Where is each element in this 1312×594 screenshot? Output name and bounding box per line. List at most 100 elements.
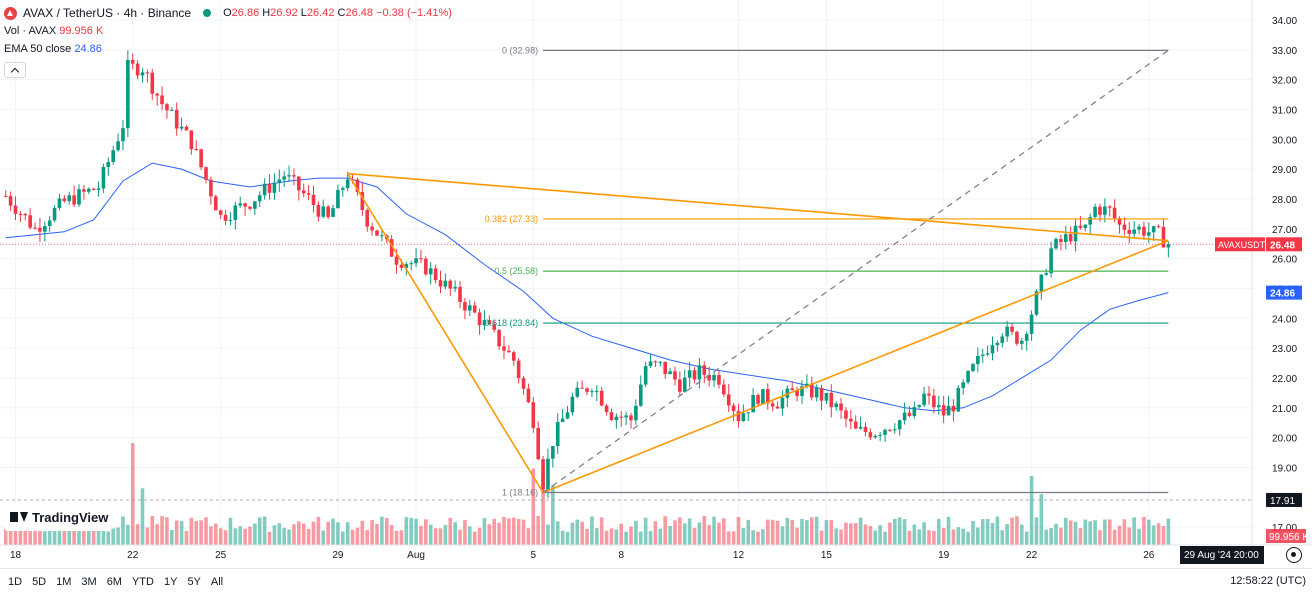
- volume-bar: [858, 517, 863, 545]
- candle: [1063, 225, 1068, 250]
- volume-bar: [135, 524, 140, 545]
- candle-body: [209, 179, 213, 197]
- range-1y[interactable]: 1Y: [163, 575, 178, 588]
- candle-body: [834, 403, 838, 408]
- axis-settings-icon[interactable]: [1286, 547, 1302, 563]
- volume-bar: [463, 519, 467, 545]
- volume-bar: [106, 531, 111, 545]
- volume-bar: [717, 522, 721, 545]
- volume-bar: [824, 520, 829, 545]
- volume-bar: [472, 531, 477, 545]
- volume-bar: [614, 529, 619, 545]
- ema-legend[interactable]: EMA 50 close 24.86: [4, 43, 102, 55]
- volume-bar: [531, 468, 536, 545]
- volume-bar: [165, 517, 169, 545]
- volume-bar: [809, 517, 814, 545]
- candle-body: [985, 353, 990, 355]
- candle: [116, 133, 120, 152]
- candle: [1005, 320, 1009, 342]
- candle-body: [238, 203, 243, 206]
- chart-legend: AVAX / TetherUS · 4h · Binance O26.86 H2…: [4, 4, 452, 58]
- volume-bar: [980, 519, 985, 545]
- collapse-legend-button[interactable]: [4, 62, 26, 78]
- candle-body: [961, 382, 965, 388]
- candle-body: [428, 268, 433, 275]
- range-5d[interactable]: 5D: [32, 575, 47, 588]
- candle-body: [995, 342, 1000, 346]
- volume-bar: [697, 522, 702, 545]
- volume-bar: [1000, 530, 1005, 545]
- candle-body: [1088, 217, 1092, 225]
- candle: [936, 395, 941, 415]
- volume-bar: [438, 528, 443, 545]
- volume-bar: [868, 526, 873, 545]
- candle: [453, 280, 457, 293]
- range-1d[interactable]: 1D: [8, 575, 23, 588]
- volume-bar: [340, 531, 345, 545]
- candle: [321, 199, 326, 219]
- price-chart[interactable]: 0 (32.98) 0.382 (27.33) 0.5 (25.58) 0.618 (…: [0, 0, 1312, 568]
- candle-body: [443, 280, 448, 287]
- candle-body: [1083, 224, 1088, 228]
- candle: [424, 256, 428, 276]
- candle-body: [912, 407, 917, 416]
- candle: [43, 221, 47, 242]
- volume-bar: [907, 530, 912, 545]
- volume-bar: [922, 522, 926, 545]
- candle-body: [736, 411, 741, 421]
- symbol-title[interactable]: AVAX / TetherUS · 4h · Binance: [23, 6, 192, 20]
- fibonacci-drawing: 0 (32.98) 0.382 (27.33) 0.5 (25.58) 0.618 (…: [0, 45, 1252, 501]
- volume-bar: [1161, 526, 1166, 545]
- candle-body: [472, 305, 477, 313]
- volume-bar: [365, 530, 370, 545]
- symbol-price-tag: [1215, 237, 1265, 252]
- range-6m[interactable]: 6M: [106, 575, 122, 588]
- range-1m[interactable]: 1M: [56, 575, 72, 588]
- candle-body: [902, 412, 907, 421]
- candle-body: [1010, 326, 1014, 332]
- candle-body: [829, 392, 834, 408]
- candle-body: [106, 162, 111, 168]
- candle-body: [634, 405, 638, 421]
- time-tick-label: 22: [127, 550, 139, 561]
- volume-bar: [477, 527, 482, 545]
- volume-bar: [990, 522, 995, 545]
- price-tick-label: 27.00: [1272, 225, 1297, 236]
- volume-bar: [551, 485, 555, 545]
- candle-body: [702, 365, 707, 375]
- volume-bar: [961, 528, 965, 545]
- candle-body: [199, 149, 203, 168]
- candle: [707, 366, 711, 387]
- volume-bar: [3, 519, 8, 545]
- candle: [780, 390, 785, 416]
- volume-bar: [692, 527, 697, 545]
- candle: [883, 428, 887, 443]
- candle-body: [477, 312, 482, 326]
- candle-body: [775, 406, 780, 409]
- candle: [1132, 221, 1136, 239]
- range-5y[interactable]: 5Y: [187, 575, 201, 588]
- price-tick-label: 32.00: [1272, 76, 1297, 87]
- volume-bar: [507, 518, 511, 545]
- candle: [482, 310, 487, 330]
- candle: [301, 183, 306, 198]
- volume-bar: [23, 521, 28, 545]
- utc-clock[interactable]: 12:58:22 (UTC): [1230, 575, 1306, 587]
- volume-bar: [57, 528, 62, 545]
- range-ytd[interactable]: YTD: [131, 575, 154, 588]
- candle-body: [233, 205, 238, 220]
- candle: [375, 230, 379, 237]
- volume-bar: [409, 517, 413, 545]
- candle: [179, 117, 184, 131]
- candle-body: [340, 188, 345, 190]
- candle: [297, 175, 301, 201]
- range-all[interactable]: All: [210, 575, 224, 588]
- candle: [893, 423, 897, 434]
- range-3m[interactable]: 3M: [81, 575, 97, 588]
- candle: [1015, 330, 1019, 346]
- volume-bar: [927, 530, 931, 545]
- volume-legend[interactable]: Vol · AVAX 99.956 K: [4, 25, 104, 37]
- volume-bar: [941, 528, 946, 545]
- candle-body: [184, 126, 189, 131]
- volume-bar: [311, 521, 316, 545]
